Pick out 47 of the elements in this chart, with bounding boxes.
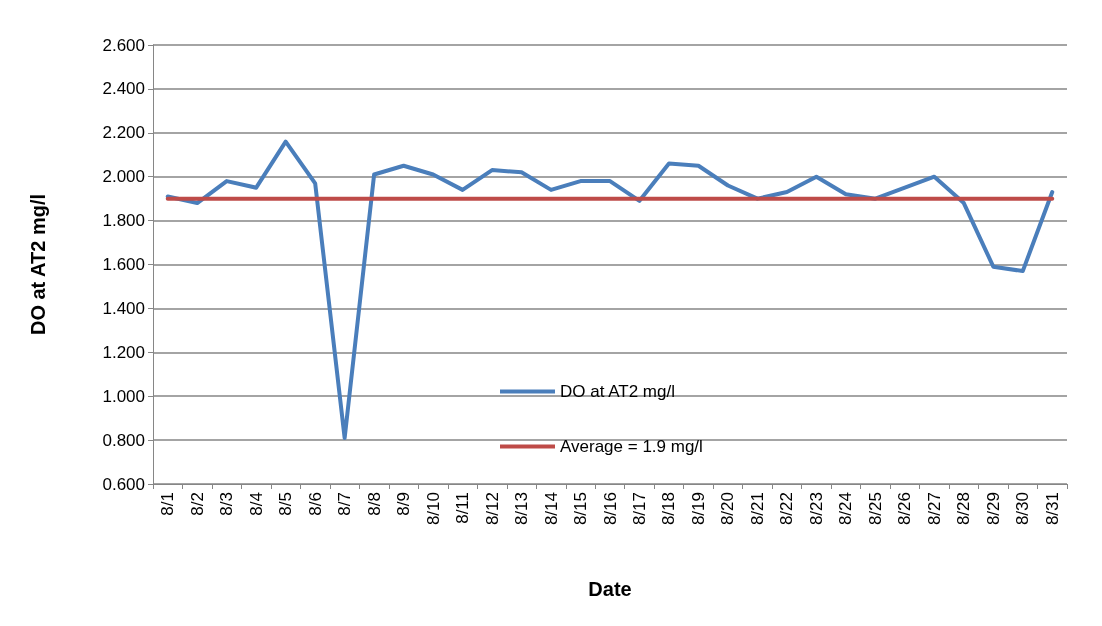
x-tick-label: 8/8 (364, 492, 384, 516)
x-tick-label: 8/25 (865, 492, 885, 526)
x-tick-label: 8/24 (836, 492, 856, 526)
x-tick-label: 8/16 (600, 492, 620, 526)
y-tick-label: 2.400 (102, 79, 145, 99)
x-tick-label: 8/28 (954, 492, 974, 526)
y-tick-label: 1.000 (102, 386, 145, 406)
y-tick-label: 1.600 (102, 255, 145, 274)
y-tick-label: 2.000 (102, 167, 145, 187)
y-tick-label: 2.200 (102, 123, 145, 143)
x-tick-label: 8/15 (571, 492, 591, 526)
x-tick-label: 8/19 (688, 492, 708, 526)
x-tick-label: 8/5 (276, 492, 296, 516)
legend-label: Average = 1.9 mg/l (560, 437, 703, 456)
x-tick-label: 8/30 (1013, 492, 1033, 526)
x-tick-label: 8/11 (453, 492, 473, 524)
x-tick-label: 8/2 (187, 492, 207, 516)
x-tick-label: 8/3 (217, 492, 237, 516)
x-tick-label: 8/20 (718, 492, 738, 526)
x-tick-label: 8/14 (541, 492, 561, 526)
line-series (165, 139, 1055, 440)
x-tick-label: 8/6 (305, 492, 325, 516)
legend-label: DO at AT2 mg/l (560, 382, 675, 401)
x-tick-label: 8/29 (983, 492, 1003, 526)
x-tick-label: 8/23 (806, 492, 826, 526)
y-tick-label: 1.800 (102, 211, 145, 231)
x-tick-label: 8/12 (482, 492, 502, 526)
y-tick-label: 0.600 (102, 474, 145, 494)
y-tick-label: 0.800 (102, 430, 145, 450)
x-tick-label: 8/31 (1042, 492, 1062, 526)
y-axis-title: DO at AT2 mg/l (27, 193, 49, 336)
x-axis-title: Date (588, 578, 632, 600)
x-tick-label: 8/1 (158, 492, 178, 516)
x-tick-label: 8/21 (747, 492, 767, 526)
x-tick-label: 8/10 (423, 492, 443, 526)
x-tick-label: 8/9 (394, 492, 414, 516)
y-tick-label: 1.200 (102, 342, 145, 362)
x-tick-label: 8/26 (895, 492, 915, 526)
x-tick-label: 8/18 (659, 492, 679, 526)
x-tick-label: 8/4 (246, 492, 266, 516)
x-tick-label: 8/22 (777, 492, 797, 526)
y-tick-label: 1.400 (102, 298, 145, 318)
x-tick-label: 8/27 (924, 492, 944, 526)
x-tick-label: 8/7 (335, 492, 355, 516)
x-tick-label: 8/13 (512, 492, 532, 526)
x-tick-label: 8/17 (629, 492, 649, 526)
y-tick-label: 2.600 (102, 35, 145, 55)
